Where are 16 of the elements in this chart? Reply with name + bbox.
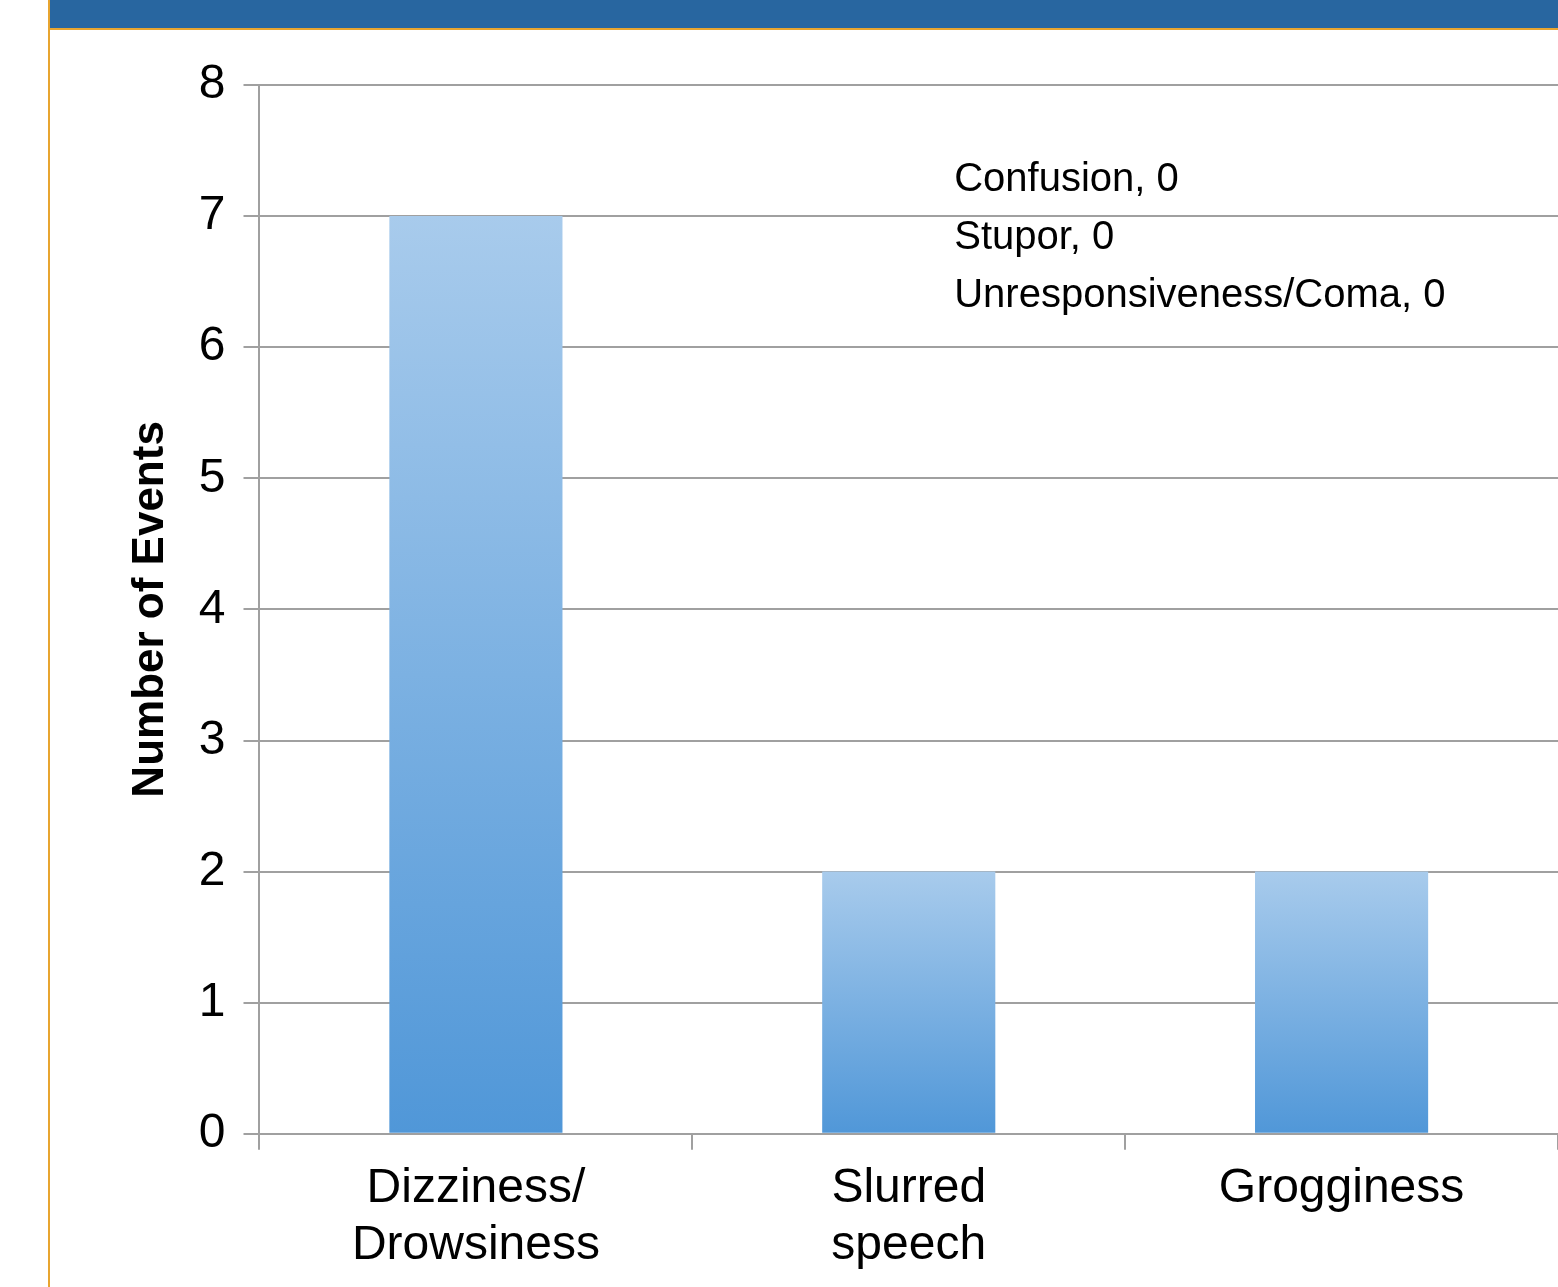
- y-tick-label: 2: [198, 841, 226, 895]
- annotation: Unresponsiveness/Coma, 0: [954, 271, 1446, 316]
- x-tick-label: Dizziness/ Drowsiness: [351, 1158, 600, 1270]
- y-tick-label: 8: [198, 55, 226, 109]
- x-tick-label: Grogginess: [1218, 1158, 1465, 1212]
- y-tick-label: 1: [198, 972, 226, 1026]
- y-tick-label: 4: [198, 579, 226, 633]
- y-tick-label: 5: [198, 448, 226, 502]
- y-tick-label: 0: [198, 1104, 226, 1158]
- y-tick-label: 3: [198, 710, 226, 764]
- annotation: Stupor, 0: [954, 213, 1115, 258]
- annotation: Confusion, 0: [954, 155, 1179, 200]
- x-tick-label: Slurred speech: [831, 1158, 987, 1270]
- y-axis-title: Number of Events: [122, 421, 172, 798]
- y-tick-label: 7: [198, 186, 226, 240]
- y-tick-label: 6: [198, 317, 226, 371]
